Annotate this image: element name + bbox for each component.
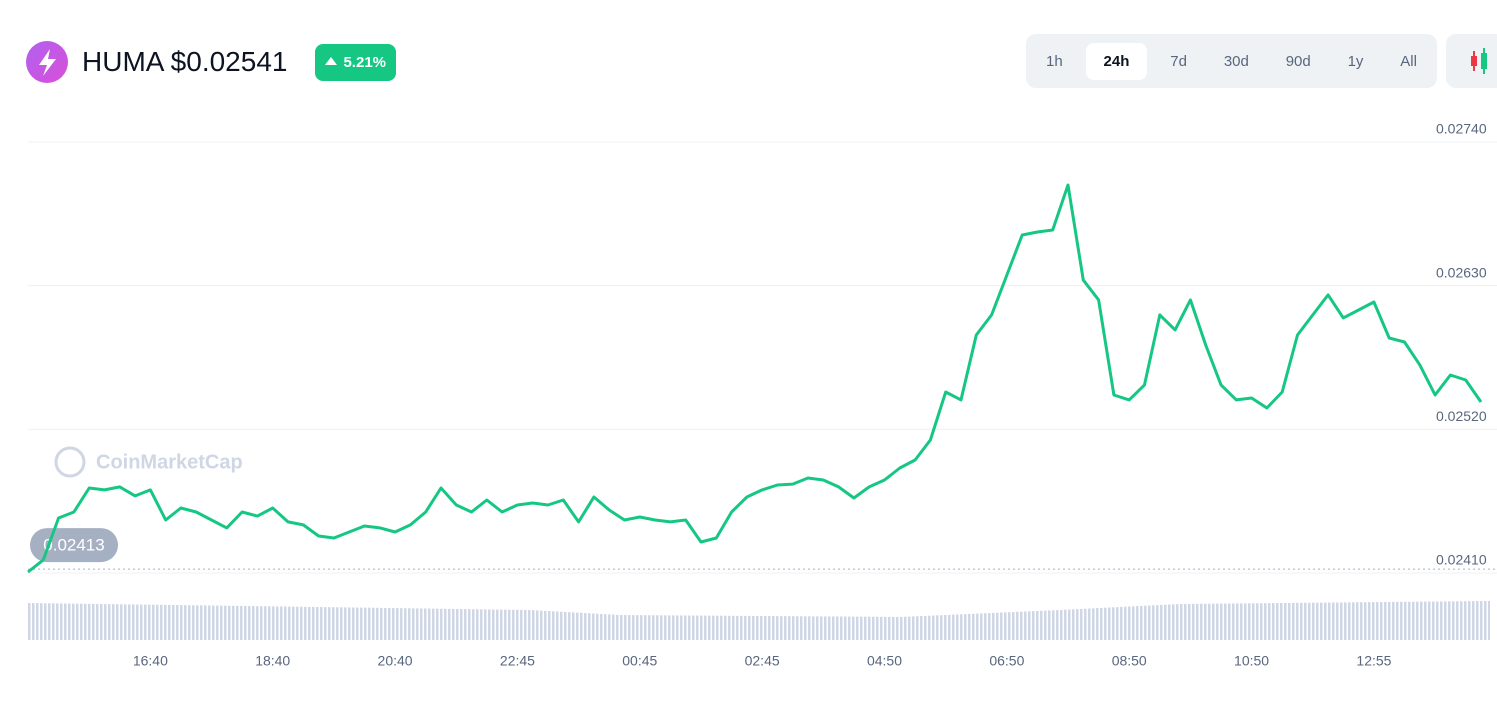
range-button[interactable]: 7d [1170,52,1187,70]
baseline-badge [30,528,118,563]
x-tick-label: 22:45 [500,653,535,669]
x-tick-label: 06:50 [989,653,1024,669]
x-tick-label: 20:40 [378,653,413,669]
range-button[interactable]: All [1400,52,1417,70]
change-badge: 5.21% [315,43,397,81]
coin-logo [26,41,68,83]
x-tick-label: 10:50 [1234,653,1269,669]
x-tick-label: 18:40 [255,653,290,669]
x-tick-label: 00:45 [622,653,657,669]
watermark: CoinMarketCap [96,451,243,473]
range-button[interactable]: 1y [1347,52,1364,70]
header: HUMA $0.02541 5.21% [26,40,397,84]
x-tick-label: 12:55 [1356,653,1391,669]
x-tick-label: 08:50 [1112,653,1147,669]
y-tick-label: 0.02740 [1436,121,1487,137]
chart-type-button[interactable] [1446,34,1497,88]
range-selector: 1h 24h 7d 30d 90d 1y All [1026,34,1437,88]
volume-bars [28,601,1490,640]
x-tick-label: 02:45 [745,653,780,669]
range-button[interactable]: 24h [1085,42,1148,80]
y-tick-label: 0.02520 [1436,408,1487,424]
range-button[interactable]: 30d [1223,52,1249,70]
x-tick-label: 16:40 [133,653,168,669]
y-tick-label: 0.02410 [1436,552,1487,568]
coin-title: HUMA $0.02541 [82,46,288,77]
x-tick-label: 04:50 [867,653,902,669]
logo-bolt [39,49,56,76]
range-button[interactable]: 90d [1285,52,1311,70]
watermark-logo [54,446,86,478]
baseline-label: 0.02413 [43,536,104,555]
range-button[interactable]: 1h [1046,52,1063,70]
candle-icon [1471,48,1487,74]
price-line [27,183,1483,574]
y-tick-label: 0.02630 [1436,264,1487,280]
